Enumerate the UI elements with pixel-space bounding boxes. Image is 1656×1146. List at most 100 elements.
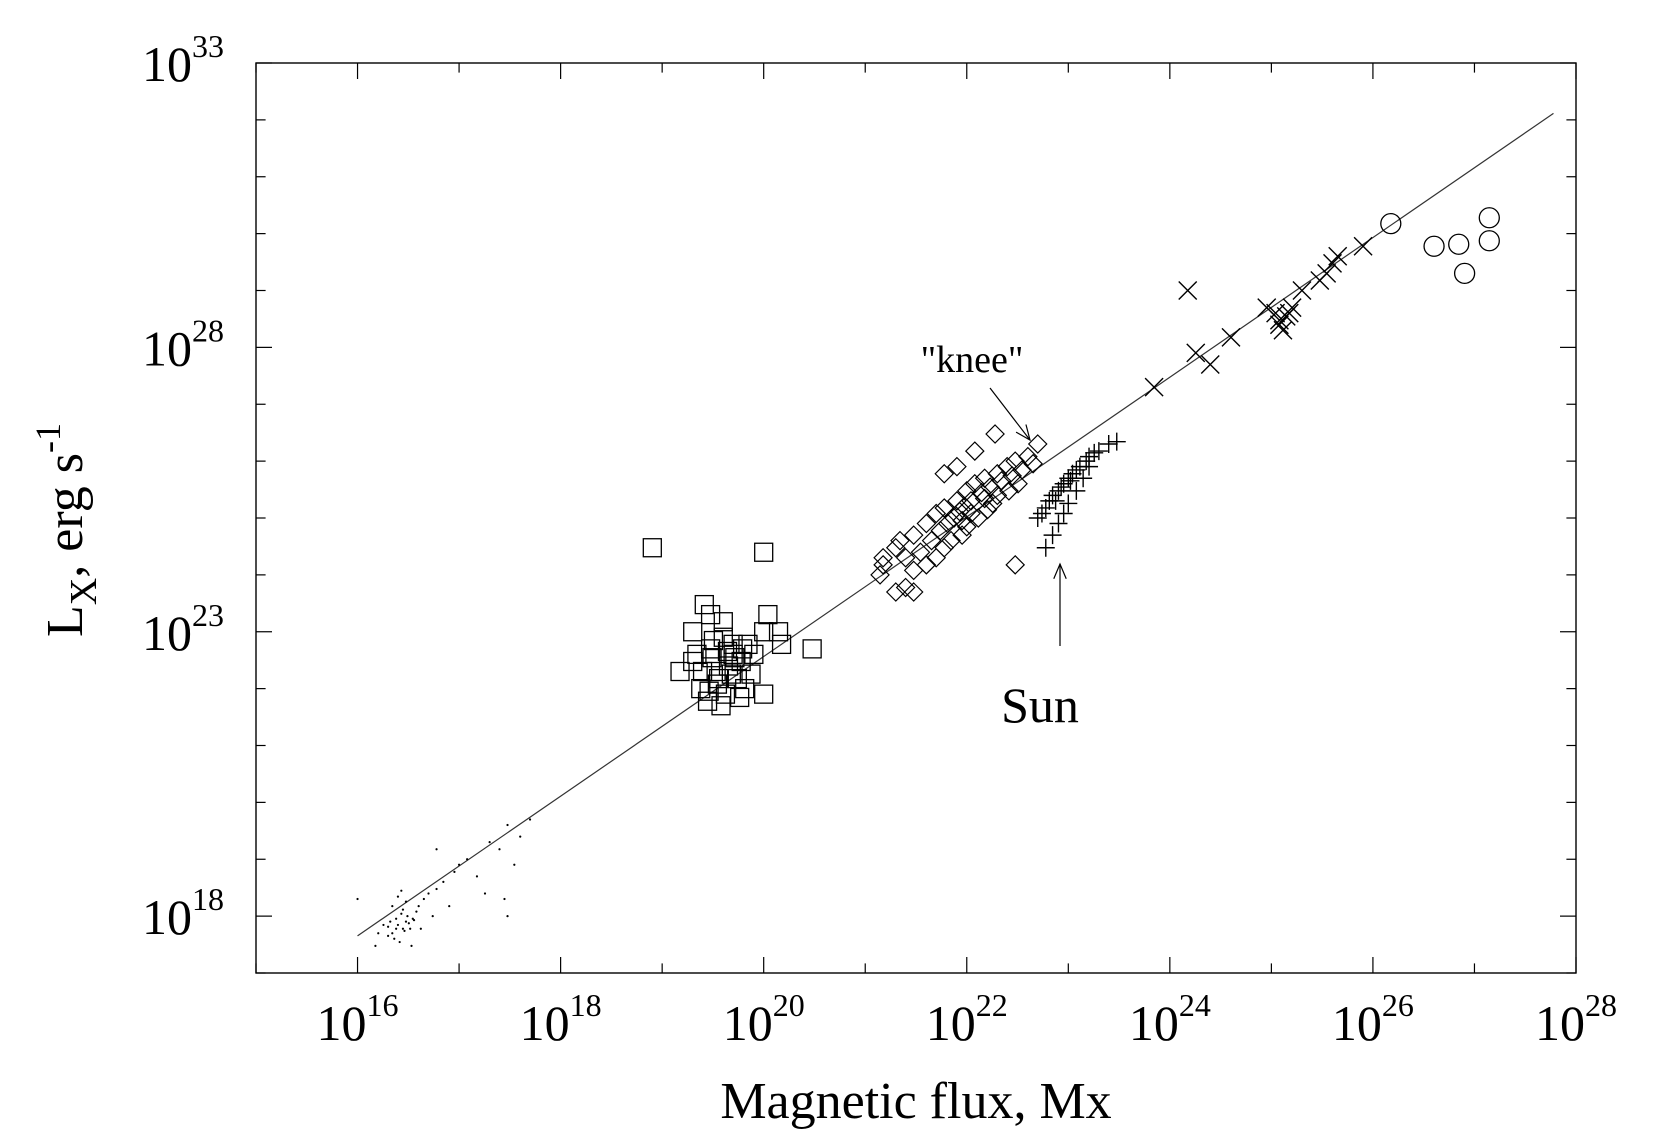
- point-square: [732, 639, 753, 659]
- point-diamond: [964, 473, 985, 494]
- x-tick-exp: 24: [1179, 987, 1211, 1023]
- point-diamond: [873, 547, 893, 568]
- point-square: [721, 664, 741, 684]
- x-tick-base: 10: [723, 995, 773, 1051]
- point-diamond: [1005, 555, 1026, 575]
- point-diamond: [1008, 473, 1028, 494]
- y-tick-label: 1028: [142, 312, 224, 376]
- point-x: [1144, 377, 1164, 397]
- point-dot: [503, 897, 506, 901]
- point-diamond: [926, 547, 947, 568]
- point-dot: [415, 910, 418, 913]
- y-tick-exp: 23: [192, 597, 224, 633]
- point-square: [754, 622, 774, 642]
- y-tick-label: 1018: [142, 881, 224, 945]
- point-x: [1200, 355, 1220, 374]
- point-square: [683, 622, 703, 642]
- y-tick-base: 10: [142, 320, 192, 376]
- point-dot: [435, 887, 438, 891]
- y-tick-label: 1033: [142, 28, 224, 92]
- point-square: [768, 622, 789, 642]
- point-dot: [506, 823, 509, 827]
- point-plus: [1074, 469, 1093, 488]
- y-axis-title-sub: X: [63, 578, 105, 605]
- y-tick-base: 10: [142, 36, 192, 92]
- point-dot: [387, 925, 390, 928]
- point-square: [754, 684, 774, 704]
- point-dot: [519, 835, 522, 838]
- point-diamond: [930, 520, 951, 541]
- svg-text:LX, erg s-1: LX, erg s-1: [28, 423, 105, 637]
- point-circle: [1478, 230, 1500, 252]
- point-diamond: [921, 530, 942, 551]
- x-tick-label: 1024: [1129, 987, 1211, 1051]
- y-tick-label: 1023: [142, 597, 224, 661]
- point-square: [731, 651, 751, 672]
- point-dot: [406, 915, 409, 918]
- point-dot: [488, 841, 491, 844]
- point-plus: [1032, 504, 1051, 523]
- point-diamond: [916, 513, 937, 534]
- point-diamond: [952, 525, 972, 545]
- x-tick-label: 1026: [1332, 987, 1414, 1051]
- point-plus: [1059, 494, 1078, 513]
- point-dot: [404, 900, 408, 903]
- point-diamond: [961, 503, 981, 524]
- point-diamond: [964, 441, 985, 461]
- point-dot: [448, 905, 451, 908]
- point-diamond: [910, 542, 931, 563]
- point-dot: [427, 892, 430, 895]
- x-tick-base: 10: [520, 995, 570, 1051]
- point-dot: [410, 944, 413, 947]
- x-tick-exp: 18: [570, 987, 602, 1023]
- point-plus: [1099, 435, 1118, 454]
- point-plus: [1036, 538, 1055, 557]
- point-dot: [391, 932, 394, 935]
- point-x: [1221, 327, 1241, 347]
- point-square: [758, 604, 778, 625]
- point-square: [706, 661, 726, 682]
- point-square: [715, 684, 736, 704]
- point-square: [702, 648, 722, 668]
- point-square: [687, 644, 707, 665]
- point-diamond: [934, 463, 955, 484]
- point-dot: [374, 944, 377, 947]
- point-plus: [1085, 443, 1104, 462]
- point-x: [1186, 343, 1206, 363]
- point-dot: [387, 934, 390, 937]
- point-plus: [1052, 478, 1071, 497]
- point-circle: [1423, 235, 1445, 257]
- point-square: [642, 538, 662, 558]
- point-square: [717, 641, 738, 662]
- point-x: [1317, 263, 1337, 283]
- point-dot: [513, 863, 516, 866]
- point-square: [707, 674, 728, 694]
- point-square: [727, 668, 747, 689]
- point-dot: [393, 937, 396, 940]
- point-square: [802, 639, 822, 659]
- x-tick-base: 10: [926, 995, 976, 1051]
- point-diamond: [949, 501, 970, 522]
- point-diamond: [947, 456, 967, 477]
- point-dot: [457, 863, 461, 866]
- plot-frame: [255, 62, 1577, 974]
- point-plus: [1049, 514, 1068, 533]
- y-tick-exp: 28: [192, 312, 224, 348]
- point-diamond: [1027, 434, 1048, 454]
- point-circle: [1453, 262, 1476, 285]
- point-dot: [419, 927, 422, 930]
- point-diamond: [916, 555, 937, 575]
- annotation-arrowhead: [1053, 562, 1067, 579]
- annotation-arrow: [989, 387, 1031, 441]
- point-dot: [483, 892, 487, 895]
- y-axis-title-rest: , erg s: [37, 453, 94, 578]
- point-dot: [409, 927, 412, 930]
- annotation-arrowhead: [1015, 424, 1031, 442]
- point-dot: [528, 818, 532, 821]
- point-dot: [466, 858, 469, 861]
- y-tick-exp: 33: [192, 28, 224, 64]
- point-diamond: [956, 516, 977, 537]
- x-tick-base: 10: [1332, 995, 1382, 1051]
- point-dot: [401, 908, 405, 911]
- point-dot: [498, 848, 501, 851]
